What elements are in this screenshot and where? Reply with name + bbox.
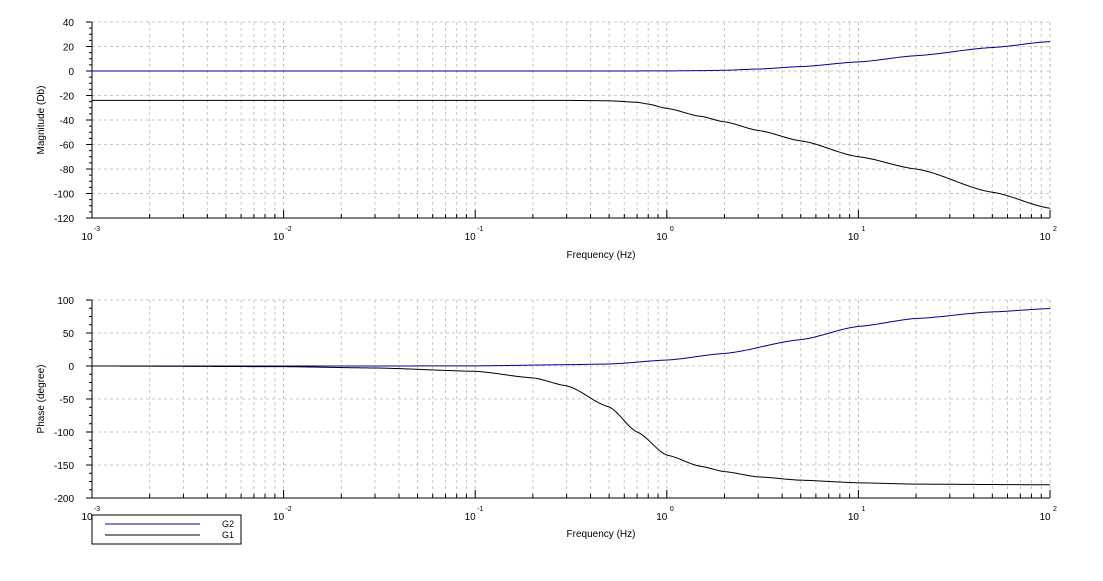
x-tick-label-base: 10 (273, 232, 285, 243)
x-tick-label-base: 10 (656, 232, 668, 243)
y-axis-title: Magnitude (Db) (36, 86, 47, 155)
series-line-g1 (92, 99, 1051, 209)
legend-label-g1: G1 (222, 530, 234, 540)
y-tick-label: 0 (68, 362, 74, 373)
y-tick-label: 50 (63, 329, 75, 340)
x-tick-label-exponent: -2 (285, 506, 291, 513)
x-tick-label-exponent: -2 (285, 226, 291, 233)
y-tick-label: -100 (54, 428, 74, 439)
y-tick-label: 20 (63, 43, 75, 54)
y-tick-label: -80 (60, 165, 75, 176)
x-tick-label-exponent: 2 (1053, 226, 1057, 233)
x-tick-label-base: 10 (1039, 512, 1051, 523)
y-tick-label: -40 (60, 116, 75, 127)
y-tick-label: -20 (60, 92, 75, 103)
x-tick-label-base: 10 (1039, 232, 1051, 243)
x-tick-label-base: 10 (273, 512, 285, 523)
x-tick-label-exponent: 0 (670, 506, 674, 513)
legend-label-g2: G2 (222, 519, 234, 529)
x-tick-label-exponent: -3 (94, 506, 100, 513)
x-tick-label-base: 10 (656, 512, 668, 523)
y-tick-label: -60 (60, 141, 75, 152)
x-axis-title: Frequency (Hz) (567, 250, 636, 261)
x-tick-label-exponent: 2 (1053, 506, 1057, 513)
y-tick-label: 40 (63, 18, 75, 29)
x-tick-label-base: 10 (81, 512, 93, 523)
x-tick-label-exponent: 1 (861, 506, 865, 513)
x-tick-label-exponent: -1 (477, 506, 483, 513)
series-line-g2 (92, 308, 1051, 367)
x-tick-label-exponent: 1 (861, 226, 865, 233)
series-line-g2 (92, 41, 1051, 72)
series-line-g1 (92, 365, 1051, 486)
y-tick-label: 0 (68, 67, 74, 78)
x-axis-title: Frequency (Hz) (567, 529, 636, 540)
x-tick-label-base: 10 (81, 232, 93, 243)
magnitude-plot: 40200-20-40-60-80-100-12010-310-210-1100… (36, 18, 1057, 261)
y-tick-label: 100 (57, 296, 74, 307)
x-tick-label-base: 10 (465, 512, 477, 523)
legend-box (91, 514, 242, 545)
y-tick-label: -120 (54, 214, 74, 225)
y-tick-label: -100 (54, 190, 74, 201)
y-tick-label: -200 (54, 494, 74, 505)
y-tick-label: -50 (60, 395, 75, 406)
x-tick-label-base: 10 (465, 232, 477, 243)
x-tick-label-base: 10 (848, 232, 860, 243)
x-tick-label-exponent: -1 (477, 226, 483, 233)
y-axis-title: Phase (degree) (36, 365, 47, 434)
x-tick-label-exponent: 0 (670, 226, 674, 233)
x-tick-label-base: 10 (848, 512, 860, 523)
y-tick-label: -150 (54, 461, 74, 472)
phase-plot: 100500-50-100-150-20010-310-210-11001011… (36, 296, 1057, 540)
x-tick-label-exponent: -3 (94, 226, 100, 233)
